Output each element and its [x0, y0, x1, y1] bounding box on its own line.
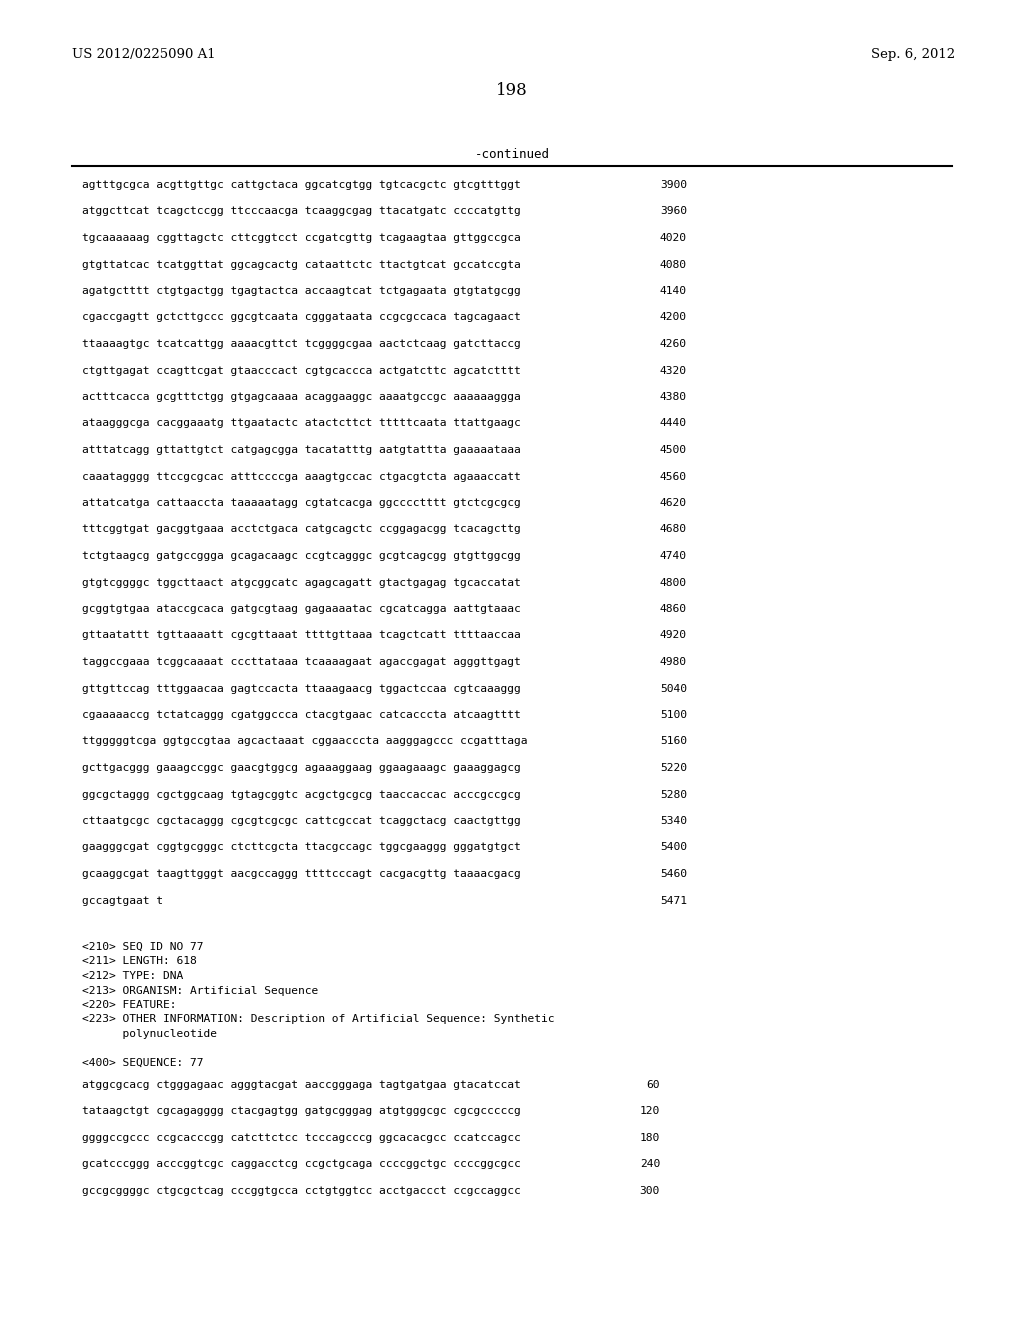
- Text: 60: 60: [646, 1080, 660, 1090]
- Text: 4500: 4500: [660, 445, 687, 455]
- Text: 4800: 4800: [660, 578, 687, 587]
- Text: 4380: 4380: [660, 392, 687, 403]
- Text: <213> ORGANISM: Artificial Sequence: <213> ORGANISM: Artificial Sequence: [82, 986, 318, 995]
- Text: tttcggtgat gacggtgaaa acctctgaca catgcagctc ccggagacgg tcacagcttg: tttcggtgat gacggtgaaa acctctgaca catgcag…: [82, 524, 521, 535]
- Text: 4020: 4020: [660, 234, 687, 243]
- Text: ctgttgagat ccagttcgat gtaacccact cgtgcaccca actgatcttc agcatctttt: ctgttgagat ccagttcgat gtaacccact cgtgcac…: [82, 366, 521, 375]
- Text: cttaatgcgc cgctacaggg cgcgtcgcgc cattcgccat tcaggctacg caactgttgg: cttaatgcgc cgctacaggg cgcgtcgcgc cattcgc…: [82, 816, 521, 826]
- Text: 4080: 4080: [660, 260, 687, 269]
- Text: 5471: 5471: [660, 895, 687, 906]
- Text: Sep. 6, 2012: Sep. 6, 2012: [870, 48, 955, 61]
- Text: 3960: 3960: [660, 206, 687, 216]
- Text: gcttgacggg gaaagccggc gaacgtggcg agaaaggaag ggaagaaagc gaaaggagcg: gcttgacggg gaaagccggc gaacgtggcg agaaagg…: [82, 763, 521, 774]
- Text: 5280: 5280: [660, 789, 687, 800]
- Text: gtgtcggggc tggcttaact atgcggcatc agagcagatt gtactgagag tgcaccatat: gtgtcggggc tggcttaact atgcggcatc agagcag…: [82, 578, 521, 587]
- Text: <212> TYPE: DNA: <212> TYPE: DNA: [82, 972, 183, 981]
- Text: 120: 120: [640, 1106, 660, 1117]
- Text: <400> SEQUENCE: 77: <400> SEQUENCE: 77: [82, 1059, 204, 1068]
- Text: 4560: 4560: [660, 471, 687, 482]
- Text: 4740: 4740: [660, 550, 687, 561]
- Text: 5460: 5460: [660, 869, 687, 879]
- Text: 4260: 4260: [660, 339, 687, 348]
- Text: 4980: 4980: [660, 657, 687, 667]
- Text: atggcgcacg ctgggagaac agggtacgat aaccgggaga tagtgatgaa gtacatccat: atggcgcacg ctgggagaac agggtacgat aaccggg…: [82, 1080, 521, 1090]
- Text: agtttgcgca acgttgttgc cattgctaca ggcatcgtgg tgtcacgctc gtcgtttggt: agtttgcgca acgttgttgc cattgctaca ggcatcg…: [82, 180, 521, 190]
- Text: caaatagggg ttccgcgcac atttccccga aaagtgccac ctgacgtcta agaaaccatt: caaatagggg ttccgcgcac atttccccga aaagtgc…: [82, 471, 521, 482]
- Text: ggcgctaggg cgctggcaag tgtagcggtc acgctgcgcg taaccaccac acccgccgcg: ggcgctaggg cgctggcaag tgtagcggtc acgctgc…: [82, 789, 521, 800]
- Text: attatcatga cattaaccta taaaaatagg cgtatcacga ggcccctttt gtctcgcgcg: attatcatga cattaaccta taaaaatagg cgtatca…: [82, 498, 521, 508]
- Text: US 2012/0225090 A1: US 2012/0225090 A1: [72, 48, 216, 61]
- Text: gcggtgtgaa ataccgcaca gatgcgtaag gagaaaatac cgcatcagga aattgtaaac: gcggtgtgaa ataccgcaca gatgcgtaag gagaaaa…: [82, 605, 521, 614]
- Text: gttaatattt tgttaaaatt cgcgttaaat ttttgttaaa tcagctcatt ttttaaccaa: gttaatattt tgttaaaatt cgcgttaaat ttttgtt…: [82, 631, 521, 640]
- Text: <223> OTHER INFORMATION: Description of Artificial Sequence: Synthetic: <223> OTHER INFORMATION: Description of …: [82, 1015, 555, 1024]
- Text: gccagtgaat t: gccagtgaat t: [82, 895, 163, 906]
- Text: 4620: 4620: [660, 498, 687, 508]
- Text: 180: 180: [640, 1133, 660, 1143]
- Text: gttgttccag tttggaacaa gagtccacta ttaaagaacg tggactccaa cgtcaaaggg: gttgttccag tttggaacaa gagtccacta ttaaaga…: [82, 684, 521, 693]
- Text: 5040: 5040: [660, 684, 687, 693]
- Text: cgaaaaaccg tctatcaggg cgatggccca ctacgtgaac catcacccta atcaagtttt: cgaaaaaccg tctatcaggg cgatggccca ctacgtg…: [82, 710, 521, 719]
- Text: gcaaggcgat taagttgggt aacgccaggg ttttcccagt cacgacgttg taaaacgacg: gcaaggcgat taagttgggt aacgccaggg ttttccc…: [82, 869, 521, 879]
- Text: agatgctttt ctgtgactgg tgagtactca accaagtcat tctgagaata gtgtatgcgg: agatgctttt ctgtgactgg tgagtactca accaagt…: [82, 286, 521, 296]
- Text: 198: 198: [496, 82, 528, 99]
- Text: 4920: 4920: [660, 631, 687, 640]
- Text: gcatcccggg acccggtcgc caggacctcg ccgctgcaga ccccggctgc ccccggcgcc: gcatcccggg acccggtcgc caggacctcg ccgctgc…: [82, 1159, 521, 1170]
- Text: <210> SEQ ID NO 77: <210> SEQ ID NO 77: [82, 942, 204, 952]
- Text: 5340: 5340: [660, 816, 687, 826]
- Text: 4200: 4200: [660, 313, 687, 322]
- Text: 300: 300: [640, 1185, 660, 1196]
- Text: atggcttcat tcagctccgg ttcccaacga tcaaggcgag ttacatgatc ccccatgttg: atggcttcat tcagctccgg ttcccaacga tcaaggc…: [82, 206, 521, 216]
- Text: 4140: 4140: [660, 286, 687, 296]
- Text: <211> LENGTH: 618: <211> LENGTH: 618: [82, 957, 197, 966]
- Text: <220> FEATURE:: <220> FEATURE:: [82, 1001, 176, 1010]
- Text: 5100: 5100: [660, 710, 687, 719]
- Text: 5160: 5160: [660, 737, 687, 747]
- Text: -continued: -continued: [474, 148, 550, 161]
- Text: polynucleotide: polynucleotide: [82, 1030, 217, 1039]
- Text: tctgtaagcg gatgccggga gcagacaagc ccgtcagggc gcgtcagcgg gtgttggcgg: tctgtaagcg gatgccggga gcagacaagc ccgtcag…: [82, 550, 521, 561]
- Text: 4860: 4860: [660, 605, 687, 614]
- Text: 4440: 4440: [660, 418, 687, 429]
- Text: 240: 240: [640, 1159, 660, 1170]
- Text: taggccgaaa tcggcaaaat cccttataaa tcaaaagaat agaccgagat agggttgagt: taggccgaaa tcggcaaaat cccttataaa tcaaaag…: [82, 657, 521, 667]
- Text: actttcacca gcgtttctgg gtgagcaaaa acaggaaggc aaaatgccgc aaaaaaggga: actttcacca gcgtttctgg gtgagcaaaa acaggaa…: [82, 392, 521, 403]
- Text: ataagggcga cacggaaatg ttgaatactc atactcttct tttttcaata ttattgaagc: ataagggcga cacggaaatg ttgaatactc atactct…: [82, 418, 521, 429]
- Text: ttaaaagtgc tcatcattgg aaaacgttct tcggggcgaa aactctcaag gatcttaccg: ttaaaagtgc tcatcattgg aaaacgttct tcggggc…: [82, 339, 521, 348]
- Text: gccgcggggc ctgcgctcag cccggtgcca cctgtggtcc acctgaccct ccgccaggcc: gccgcggggc ctgcgctcag cccggtgcca cctgtgg…: [82, 1185, 521, 1196]
- Text: gaagggcgat cggtgcgggc ctcttcgcta ttacgccagc tggcgaaggg gggatgtgct: gaagggcgat cggtgcgggc ctcttcgcta ttacgcc…: [82, 842, 521, 853]
- Text: 3900: 3900: [660, 180, 687, 190]
- Text: ggggccgccc ccgcacccgg catcttctcc tcccagcccg ggcacacgcc ccatccagcc: ggggccgccc ccgcacccgg catcttctcc tcccagc…: [82, 1133, 521, 1143]
- Text: cgaccgagtt gctcttgccc ggcgtcaata cgggataata ccgcgccaca tagcagaact: cgaccgagtt gctcttgccc ggcgtcaata cgggata…: [82, 313, 521, 322]
- Text: tataagctgt cgcagagggg ctacgagtgg gatgcgggag atgtgggcgc cgcgcccccg: tataagctgt cgcagagggg ctacgagtgg gatgcgg…: [82, 1106, 521, 1117]
- Text: 4680: 4680: [660, 524, 687, 535]
- Text: atttatcagg gttattgtct catgagcgga tacatatttg aatgtattta gaaaaataaa: atttatcagg gttattgtct catgagcgga tacatat…: [82, 445, 521, 455]
- Text: gtgttatcac tcatggttat ggcagcactg cataattctc ttactgtcat gccatccgta: gtgttatcac tcatggttat ggcagcactg cataatt…: [82, 260, 521, 269]
- Text: 4320: 4320: [660, 366, 687, 375]
- Text: tgcaaaaaag cggttagctc cttcggtcct ccgatcgttg tcagaagtaa gttggccgca: tgcaaaaaag cggttagctc cttcggtcct ccgatcg…: [82, 234, 521, 243]
- Text: ttgggggtcga ggtgccgtaa agcactaaat cggaacccta aagggagccc ccgatttaga: ttgggggtcga ggtgccgtaa agcactaaat cggaac…: [82, 737, 527, 747]
- Text: 5220: 5220: [660, 763, 687, 774]
- Text: 5400: 5400: [660, 842, 687, 853]
